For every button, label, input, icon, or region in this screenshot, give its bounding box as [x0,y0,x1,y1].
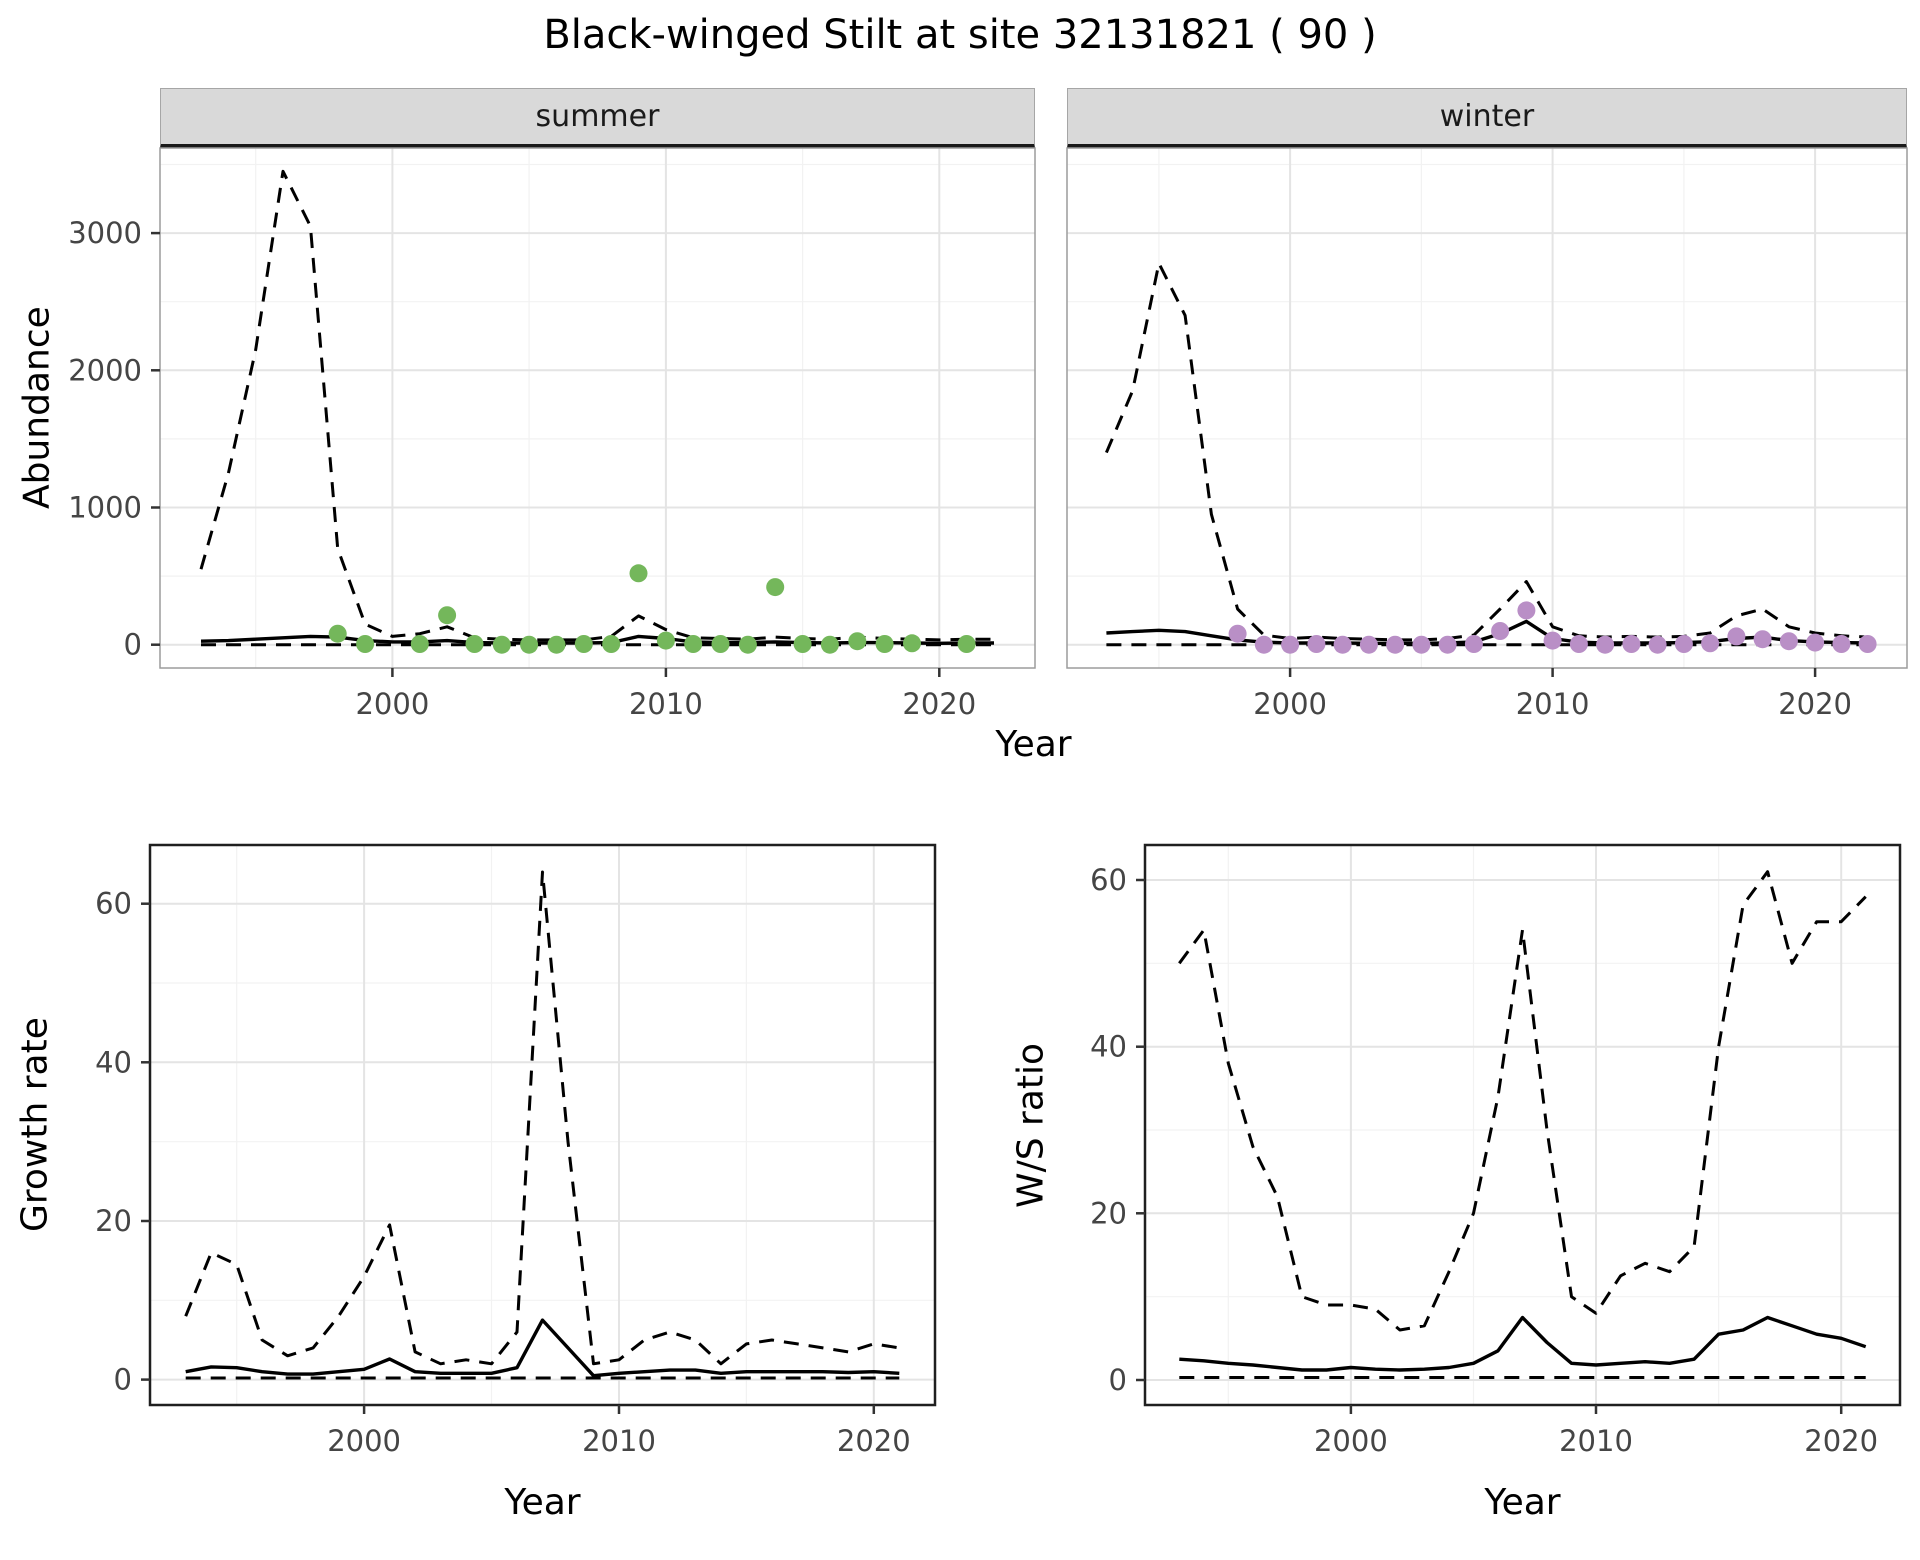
facet-strip-summer-label: summer [535,99,660,134]
y-tick-label: 1000 [68,491,142,525]
observation-point [328,624,347,643]
observation-point [1386,635,1405,654]
observation-point [1569,635,1588,653]
observation-point [875,635,894,653]
y-tick-label: 20 [95,1204,132,1238]
observation-point [465,635,484,653]
observation-point [903,634,921,653]
x-tick-label: 2020 [902,687,976,721]
facet-strip-winter: winter [1067,88,1907,148]
observation-point [574,635,593,653]
observation-point [1281,635,1300,654]
x-tick-label: 2010 [582,1424,656,1458]
growth-x-axis-title: Year [504,1482,581,1523]
observation-point [1622,635,1641,653]
x-tick-label: 2010 [629,687,703,721]
facet-strip-summer: summer [160,88,1035,148]
upper-confidence-line [184,870,900,1366]
y-tick-label: 40 [95,1045,132,1079]
abundance-winter-chart: 2000 2010 2020 [1066,147,1908,721]
y-tick-label: 2000 [68,353,142,387]
x-tick-label: 2000 [327,1424,401,1458]
observation-point [629,564,648,583]
observation-point [684,635,703,653]
observation-point [1438,635,1457,654]
observation-point [793,635,812,653]
observation-point [711,635,730,653]
top-x-axis-title: Year [995,724,1072,765]
observation-point [1254,635,1273,654]
growth-rate-chart: 2000 2010 2020 0 20 40 60 [95,843,937,1458]
y-tick-label: 3000 [68,216,142,250]
x-tick-label: 2020 [1778,687,1852,721]
y-tick-label: 40 [1090,1030,1127,1064]
observation-point [820,635,839,654]
y-tick-label: 60 [1090,863,1127,897]
upper-confidence-line [1105,261,1868,642]
upper-confidence-line [1178,870,1867,1332]
observation-point [410,635,429,653]
observation-point [1832,635,1851,653]
observation-point [1491,622,1510,640]
observation-point [1753,630,1772,649]
observation-point [957,635,976,653]
observation-point [1596,635,1615,654]
model-fit-line [185,1318,900,1378]
observation-point [1806,633,1825,652]
y-tick-label: 60 [95,887,132,921]
model-fit-line [1179,1315,1867,1372]
facet-strip-winter-label: winter [1439,99,1535,134]
figure-title: Black-winged Stilt at site 32131821 ( 90… [543,12,1377,58]
observation-point [1701,634,1720,653]
observation-point [1359,635,1378,654]
abundance-summer-chart: 2000 2010 2020 0 1000 2000 3000 [68,147,1036,721]
observation-point [356,635,375,653]
observation-point [547,635,566,654]
y-tick-label: 0 [1109,1363,1127,1397]
ws-x-axis-title: Year [1484,1482,1561,1523]
observation-point [1543,631,1562,650]
observation-point [492,635,511,654]
observation-point [1333,635,1352,654]
x-tick-label: 2020 [1804,1424,1878,1458]
observation-point [1648,635,1667,654]
observation-point [602,635,621,653]
observation-point [656,631,675,650]
ws-ratio-chart: 2000 2010 2020 0 20 40 60 [1090,843,1902,1458]
observation-point [1464,635,1483,653]
observation-point [766,578,785,597]
observation-point [1307,635,1326,653]
x-tick-label: 2020 [837,1424,911,1458]
observation-point [1674,635,1693,653]
y-tick-label: 0 [124,628,142,662]
x-tick-label: 2000 [1253,687,1327,721]
observation-point [1517,601,1536,620]
observation-point [1779,632,1798,651]
observation-point [1858,635,1877,653]
observation-point [1412,635,1431,654]
observation-point [438,606,457,625]
x-tick-label: 2010 [1516,687,1590,721]
observation-point [1727,627,1746,646]
x-tick-label: 2000 [355,687,429,721]
x-tick-label: 2010 [1559,1424,1633,1458]
observation-point [1228,624,1247,643]
abundance-axis-title: Abundance [16,306,58,510]
observation-point [520,635,539,654]
y-tick-label: 20 [1090,1196,1127,1230]
y-tick-label: 0 [114,1363,132,1397]
observation-point [738,635,757,654]
x-tick-label: 2000 [1314,1424,1388,1458]
observation-point [848,632,867,651]
